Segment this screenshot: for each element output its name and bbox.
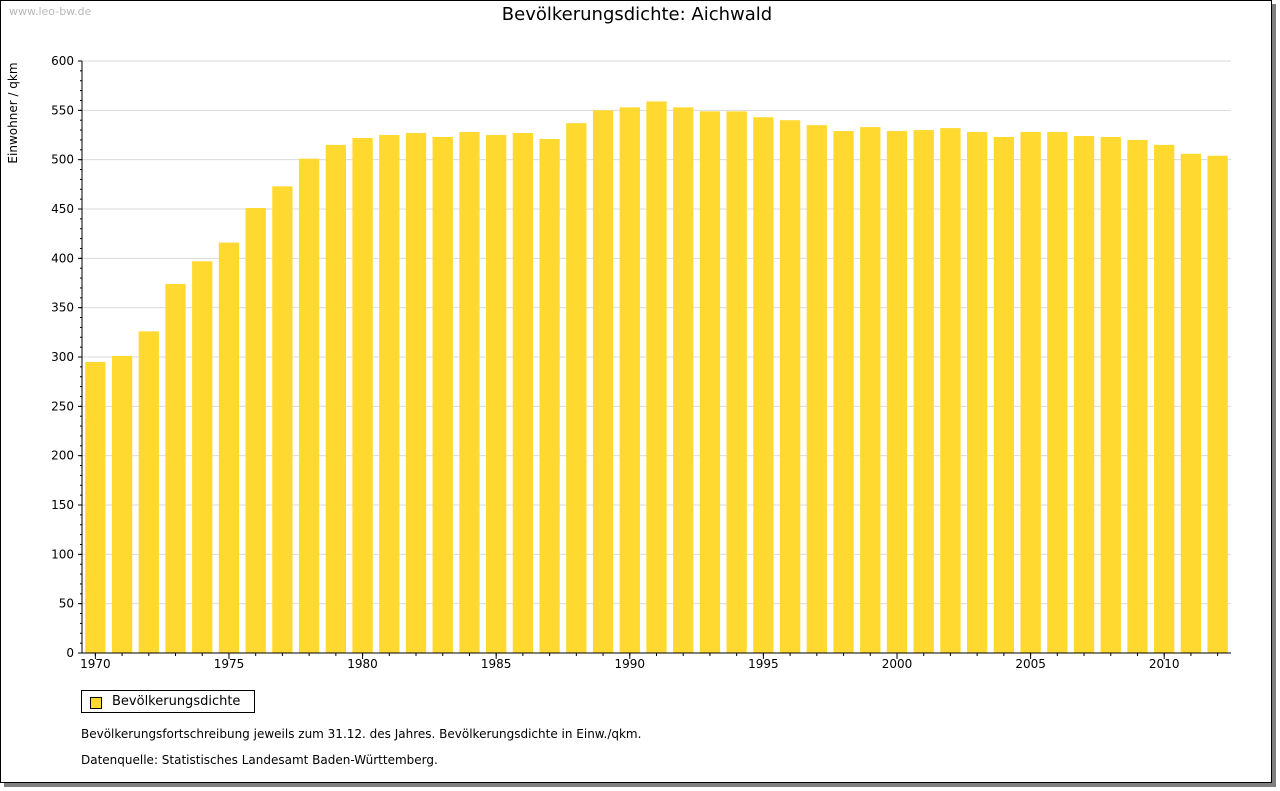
bar-1986 xyxy=(512,133,534,653)
bar-1977 xyxy=(272,186,293,653)
bar-2008 xyxy=(1100,136,1121,653)
y-tick-label: 350 xyxy=(51,301,74,315)
source-note: Datenquelle: Statistisches Landesamt Bad… xyxy=(81,753,438,767)
chart-title: Bevölkerungsdichte: Aichwald xyxy=(501,4,773,25)
bar-2007 xyxy=(1073,135,1095,653)
bar-1998 xyxy=(833,131,854,653)
y-tick-label: 50 xyxy=(59,597,74,611)
y-tick-label: 200 xyxy=(51,449,74,463)
bar-1979 xyxy=(325,144,347,653)
bar-2000 xyxy=(886,131,908,653)
bar-1973 xyxy=(165,283,186,653)
bar-1989 xyxy=(592,110,614,654)
bar-1970 xyxy=(85,361,106,653)
bar-1981 xyxy=(379,135,400,653)
bar-2011 xyxy=(1180,153,1202,653)
bar-1976 xyxy=(245,208,266,653)
x-tick-label: 2010 xyxy=(1149,657,1180,671)
y-tick-label: 450 xyxy=(51,202,74,216)
x-tick-label: 1970 xyxy=(80,657,111,671)
bar-1991 xyxy=(646,101,667,654)
x-tick-label: 2000 xyxy=(882,657,913,671)
bar-2005 xyxy=(1020,132,1041,654)
legend: Bevölkerungsdichte xyxy=(81,690,255,713)
footnote: Bevölkerungsfortschreibung jeweils zum 3… xyxy=(81,727,642,741)
bar-1980 xyxy=(352,137,373,653)
y-tick-label: 300 xyxy=(51,350,74,364)
bar-1983 xyxy=(432,136,453,653)
bar-2012 xyxy=(1207,155,1228,653)
bar-2002 xyxy=(940,128,961,653)
x-tick-label: 1980 xyxy=(347,657,378,671)
bar-1997 xyxy=(806,125,827,654)
x-tick-label: 1985 xyxy=(481,657,512,671)
bar-2001 xyxy=(913,130,934,654)
bar-1999 xyxy=(860,127,881,653)
bar-1978 xyxy=(298,158,320,653)
bar-2003 xyxy=(966,132,988,654)
x-tick-label: 1975 xyxy=(214,657,245,671)
bar-2004 xyxy=(993,136,1015,653)
bar-1994 xyxy=(726,111,747,653)
x-tick-label: 1990 xyxy=(615,657,646,671)
bar-1985 xyxy=(486,135,507,653)
bar-2010 xyxy=(1154,144,1175,653)
x-tick-label: 1995 xyxy=(748,657,779,671)
legend-swatch xyxy=(90,697,102,709)
bar-1992 xyxy=(673,107,694,653)
y-tick-label: 100 xyxy=(51,547,74,561)
bar-1974 xyxy=(192,261,213,653)
bar-chart: 0 50 100 150 200 250 300 350 400 450 500 550 600 197… xyxy=(51,54,1231,671)
y-tick-label: 500 xyxy=(51,153,74,167)
bar-1996 xyxy=(779,120,801,653)
bar-1971 xyxy=(111,356,133,653)
y-tick-label: 600 xyxy=(51,54,74,68)
bar-2009 xyxy=(1127,139,1148,653)
y-tick-label: 250 xyxy=(51,399,74,413)
bars xyxy=(85,101,1228,654)
y-tick-label: 0 xyxy=(66,646,74,660)
bar-1975 xyxy=(218,242,240,653)
y-tick-label: 400 xyxy=(51,251,74,265)
bar-1993 xyxy=(699,111,721,653)
bar-1982 xyxy=(405,133,427,653)
bar-1995 xyxy=(753,117,774,654)
bar-2006 xyxy=(1047,132,1068,654)
y-tick-label: 550 xyxy=(51,103,74,117)
x-ticks: 1970 1975 1980 1985 1990 1995 2000 2005 2010 xyxy=(80,653,1219,671)
y-tick-label: 150 xyxy=(51,498,74,512)
legend-label: Bevölkerungsdichte xyxy=(112,694,241,709)
bar-1987 xyxy=(539,138,560,654)
watermark: www.leo-bw.de xyxy=(9,5,92,18)
y-ticks: 0 50 100 150 200 250 300 350 400 450 500 550 600 xyxy=(51,54,82,660)
x-tick-label: 2005 xyxy=(1015,657,1046,671)
bar-1972 xyxy=(138,331,159,653)
bar-1990 xyxy=(619,107,640,653)
bar-1988 xyxy=(566,123,587,653)
bar-1984 xyxy=(459,132,480,654)
